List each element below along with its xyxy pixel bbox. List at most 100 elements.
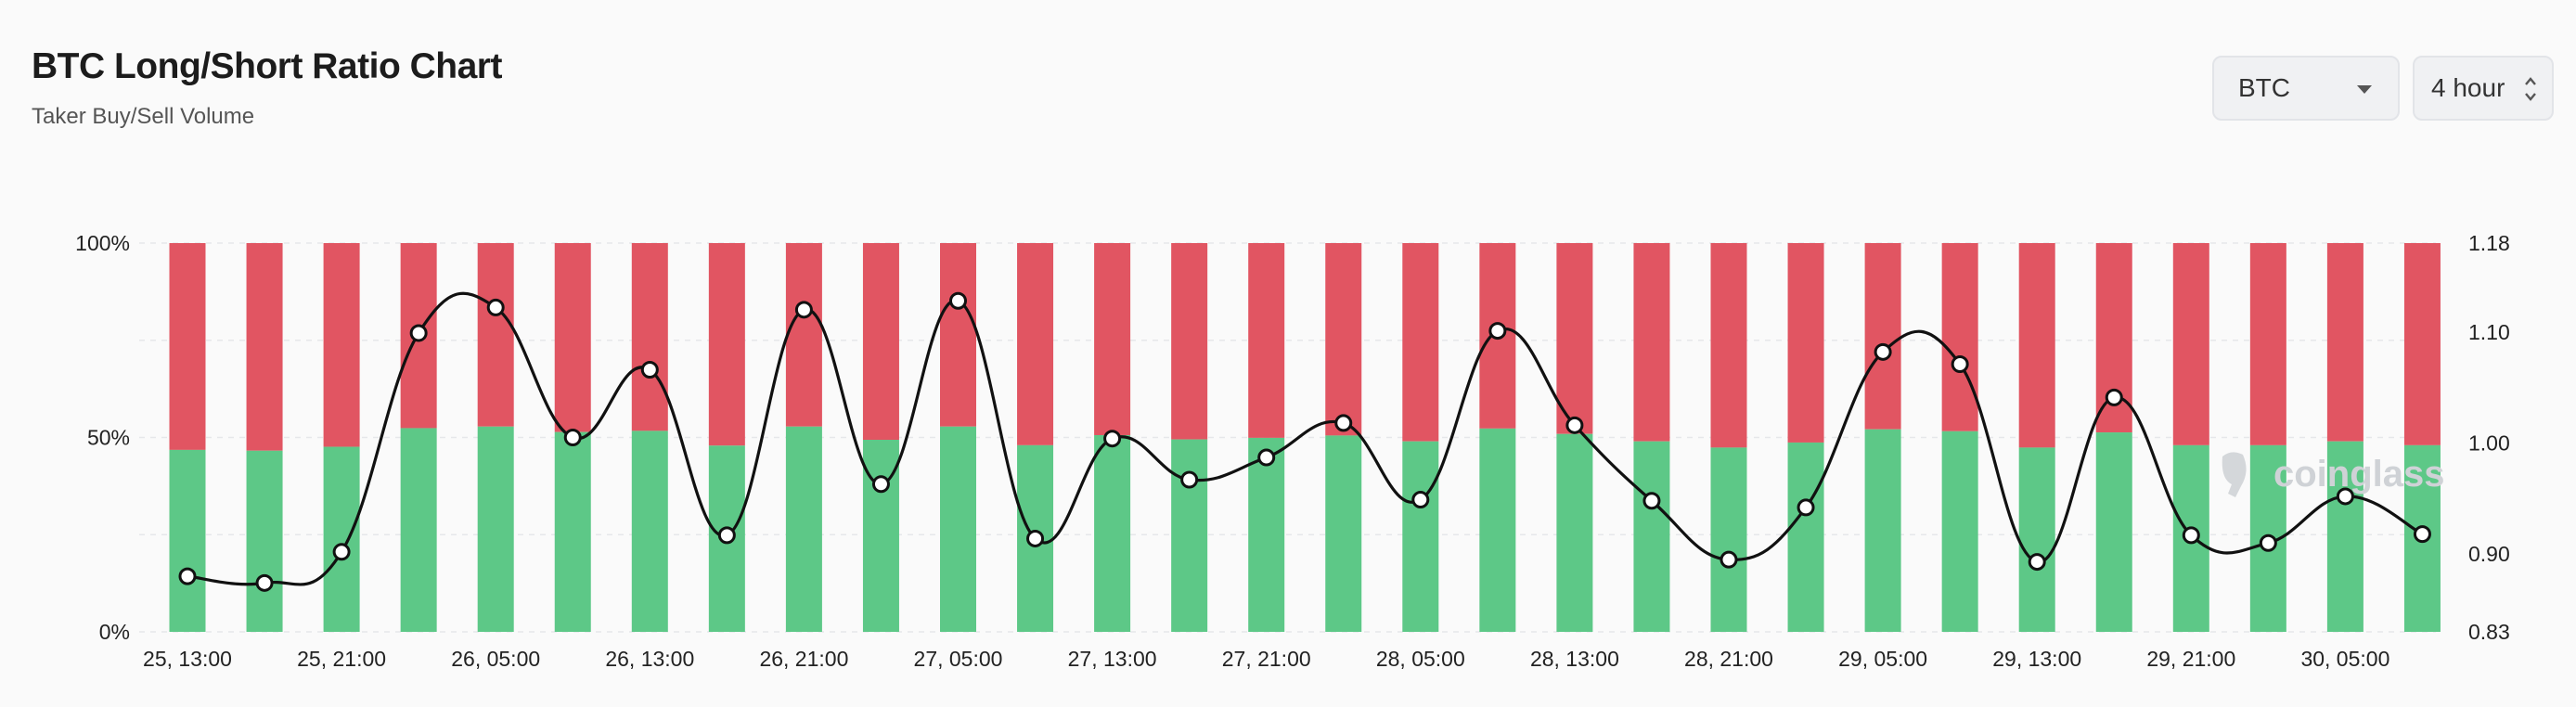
ratio-point[interactable]	[1565, 416, 1584, 434]
buy-bar[interactable]	[862, 440, 899, 632]
ratio-point[interactable]	[1180, 470, 1199, 489]
ratio-point[interactable]	[563, 429, 582, 446]
grid-lines	[139, 242, 2436, 633]
sell-bar[interactable]	[1325, 243, 1362, 436]
x-axis-tick-label: 29, 05:00	[1838, 647, 1927, 671]
buy-bar[interactable]	[477, 426, 514, 632]
asset-select[interactable]: BTC	[2212, 56, 2400, 121]
sell-bar[interactable]	[246, 243, 283, 451]
interval-select[interactable]: 4 hour	[2413, 56, 2554, 121]
ratio-point[interactable]	[2259, 533, 2277, 552]
sell-bar[interactable]	[1248, 243, 1285, 438]
sell-bar[interactable]	[2172, 243, 2209, 445]
buy-bar[interactable]	[554, 431, 591, 632]
bars-layer	[169, 243, 2441, 632]
buy-bar[interactable]	[785, 426, 822, 632]
sell-bar[interactable]	[2018, 243, 2055, 448]
sell-bar[interactable]	[554, 243, 591, 432]
ratio-point[interactable]	[486, 298, 505, 316]
buy-bar[interactable]	[1479, 428, 1516, 632]
sell-bar[interactable]	[1710, 243, 1747, 448]
buy-bar[interactable]	[1248, 437, 1285, 632]
x-axis-tick-label: 28, 21:00	[1684, 647, 1773, 671]
x-axis-tick-label: 28, 13:00	[1530, 647, 1619, 671]
ratio-point[interactable]	[1257, 448, 1276, 467]
buy-bar[interactable]	[1710, 447, 1747, 632]
ratio-point[interactable]	[1411, 491, 1430, 509]
ratio-point[interactable]	[1874, 342, 1892, 361]
sell-bar[interactable]	[2403, 243, 2441, 445]
sell-bar[interactable]	[708, 243, 745, 446]
sell-bar[interactable]	[1633, 243, 1670, 442]
right-axis-tick-label: 0.83	[2468, 620, 2510, 644]
ratio-point[interactable]	[640, 360, 659, 379]
sell-bar[interactable]	[1094, 243, 1131, 435]
x-axis-tick-label: 27, 13:00	[1068, 647, 1157, 671]
sell-bar[interactable]	[940, 243, 976, 427]
sell-bar[interactable]	[1864, 243, 1901, 430]
ratio-point[interactable]	[717, 526, 736, 545]
ratio-point[interactable]	[1642, 492, 1661, 510]
ratio-point[interactable]	[1334, 414, 1353, 432]
ratio-point[interactable]	[2336, 487, 2354, 506]
x-axis-tick-label: 28, 05:00	[1376, 647, 1465, 671]
ratio-point[interactable]	[178, 567, 197, 585]
ratio-point[interactable]	[1951, 354, 1969, 373]
buy-bar[interactable]	[1941, 431, 1978, 632]
x-axis-tick-label: 26, 13:00	[605, 647, 694, 671]
ratio-point[interactable]	[949, 291, 967, 310]
buy-bar[interactable]	[1325, 435, 1362, 632]
buy-bar[interactable]	[1402, 441, 1439, 632]
sell-bar[interactable]	[2249, 243, 2286, 445]
buy-bar[interactable]	[1556, 433, 1593, 632]
ratio-point[interactable]	[871, 475, 890, 494]
ratio-point[interactable]	[1026, 529, 1045, 547]
ratio-point[interactable]	[1797, 498, 1815, 517]
sell-bar[interactable]	[323, 243, 360, 447]
buy-bar[interactable]	[400, 428, 437, 632]
sell-bar[interactable]	[1556, 243, 1593, 434]
ratio-point[interactable]	[794, 301, 813, 319]
sell-bar[interactable]	[631, 243, 668, 431]
sell-bar[interactable]	[1171, 243, 1208, 440]
sell-bar[interactable]	[169, 243, 206, 450]
ratio-point[interactable]	[1719, 550, 1738, 569]
buy-bar[interactable]	[1787, 442, 1824, 632]
buy-bar[interactable]	[2326, 441, 2363, 632]
watermark-text: coinglass	[2273, 454, 2445, 495]
ratio-point[interactable]	[2105, 388, 2123, 406]
ratio-point[interactable]	[2182, 526, 2200, 545]
ratio-point[interactable]	[255, 573, 274, 592]
sell-bar[interactable]	[1017, 243, 1054, 445]
sell-bar[interactable]	[2326, 243, 2363, 442]
buy-bar[interactable]	[1633, 441, 1670, 632]
ratio-point[interactable]	[2413, 525, 2431, 544]
buy-bar[interactable]	[246, 450, 283, 632]
buy-bar[interactable]	[631, 431, 668, 632]
right-axis-tick-label: 1.00	[2468, 431, 2510, 455]
buy-bar[interactable]	[2095, 432, 2132, 632]
sell-bar[interactable]	[477, 243, 514, 427]
x-axis-tick-label: 29, 13:00	[1992, 647, 2081, 671]
ratio-point[interactable]	[1488, 322, 1507, 341]
buy-bar[interactable]	[1864, 429, 1901, 632]
x-axis-tick-label: 26, 05:00	[451, 647, 540, 671]
buy-bar[interactable]	[169, 449, 206, 632]
sell-bar[interactable]	[1787, 243, 1824, 443]
sell-bar[interactable]	[785, 243, 822, 427]
buy-bar[interactable]	[323, 446, 360, 632]
buy-bar[interactable]	[940, 426, 976, 632]
buy-bar[interactable]	[2018, 447, 2055, 632]
ratio-point[interactable]	[409, 324, 428, 342]
sell-bar[interactable]	[1402, 243, 1439, 442]
buy-bar[interactable]	[1094, 434, 1131, 632]
sell-bar[interactable]	[1941, 243, 1978, 431]
buy-bar[interactable]	[1171, 439, 1208, 632]
sell-bar[interactable]	[862, 243, 899, 441]
left-axis: 0% 50% 100%	[75, 231, 130, 644]
ratio-point[interactable]	[1103, 430, 1122, 448]
ratio-point[interactable]	[332, 543, 351, 561]
left-axis-tick-label: 50%	[87, 426, 130, 450]
ratio-point[interactable]	[2028, 553, 2046, 572]
